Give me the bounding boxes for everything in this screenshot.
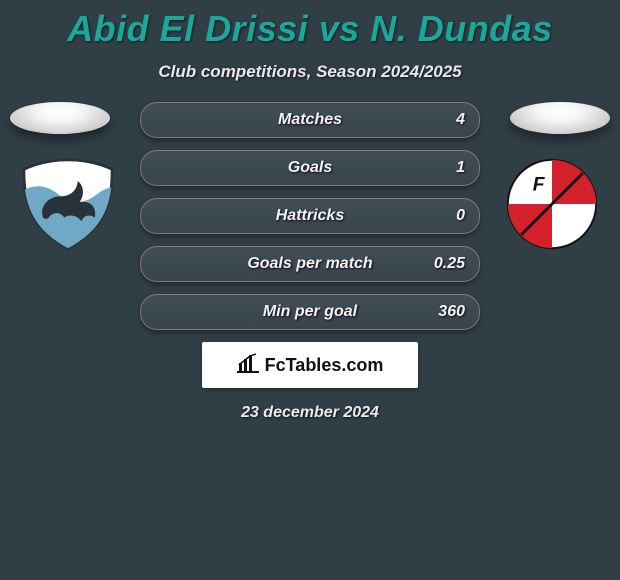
brand-text: FcTables.com: [265, 355, 384, 376]
subtitle: Club competitions, Season 2024/2025: [0, 62, 620, 82]
stat-row-mpg: Min per goal 360: [140, 294, 480, 330]
stat-label: Matches: [141, 103, 479, 137]
club-badge-left: [20, 156, 116, 252]
stat-label: Min per goal: [141, 295, 479, 329]
stat-label: Hattricks: [141, 199, 479, 233]
stat-value-right: 0.25: [434, 247, 465, 281]
stat-value-right: 360: [438, 295, 465, 329]
player-ellipse-left: [10, 102, 110, 134]
stat-row-gpm: Goals per match 0.25: [140, 246, 480, 282]
page-title: Abid El Drissi vs N. Dundas: [0, 8, 620, 50]
stat-value-right: 0: [456, 199, 465, 233]
stat-row-goals: Goals 1: [140, 150, 480, 186]
stat-list: Matches 4 Goals 1 Hattricks 0 Goals per …: [140, 100, 480, 330]
stat-value-right: 1: [456, 151, 465, 185]
brand-box: FcTables.com: [202, 342, 418, 388]
club-badge-right: F C: [504, 156, 600, 252]
stat-label: Goals: [141, 151, 479, 185]
stat-value-right: 4: [456, 103, 465, 137]
svg-text:C: C: [560, 215, 575, 236]
stat-label: Goals per match: [141, 247, 479, 281]
stat-row-matches: Matches 4: [140, 102, 480, 138]
bar-chart-icon: [237, 353, 259, 378]
svg-text:F: F: [533, 175, 546, 196]
stat-row-hattricks: Hattricks 0: [140, 198, 480, 234]
comparison-stage: F C Matches 4 Goals 1 Hattricks 0 Goals …: [0, 100, 620, 422]
date-text: 23 december 2024: [0, 404, 620, 422]
player-ellipse-right: [510, 102, 610, 134]
